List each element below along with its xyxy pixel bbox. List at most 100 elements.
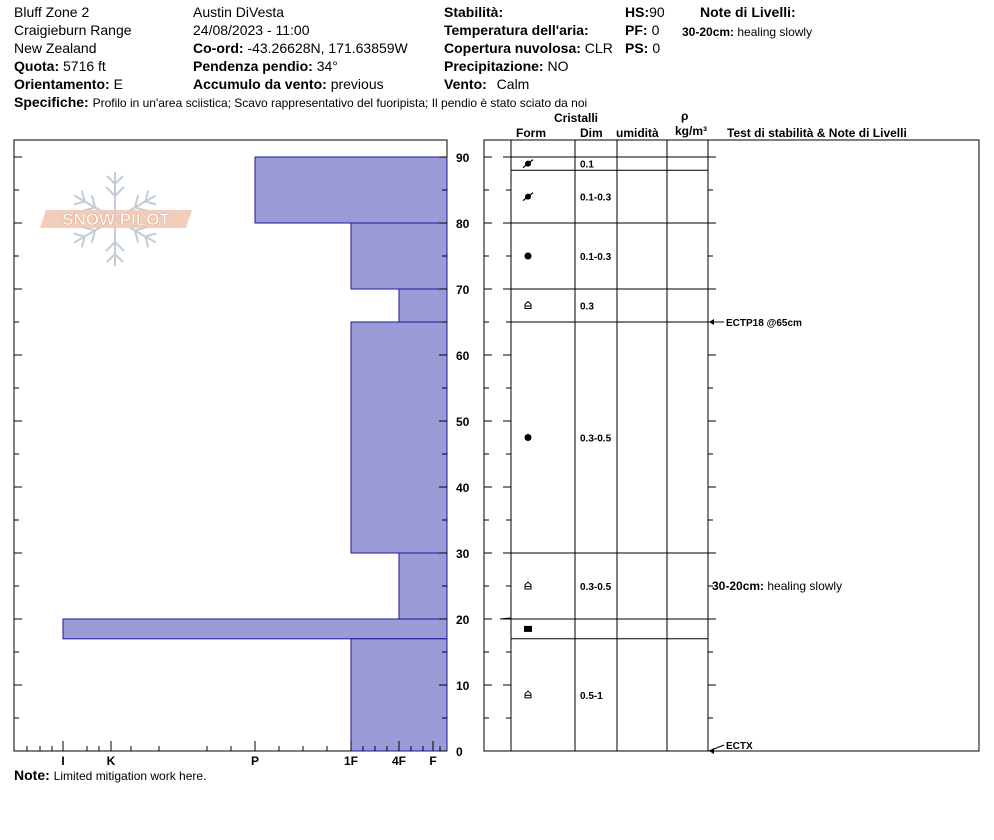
depth-tick-label: 90 bbox=[456, 151, 470, 165]
country-name: New Zealand bbox=[14, 40, 97, 56]
coord-label: Co-ord: bbox=[193, 40, 244, 56]
depth-hoar-icon bbox=[524, 581, 532, 590]
depth-hoar-icon bbox=[524, 690, 532, 699]
hs-label: HS: bbox=[625, 4, 650, 20]
temp-label: Temperatura dell'aria: bbox=[444, 22, 589, 38]
location-name: Bluff Zone 2 bbox=[14, 4, 90, 20]
pf-value: 0 bbox=[651, 22, 660, 38]
hardness-layer-bar bbox=[62, 618, 448, 640]
hardness-layer-bar bbox=[254, 156, 448, 224]
crystal-size-label: 0.3-0.5 bbox=[580, 434, 612, 445]
layer-note: 30-20cm: healing slowly bbox=[712, 579, 842, 593]
orientamento-field: Orientamento: E bbox=[14, 76, 123, 92]
pendenza-field: Pendenza pendio: 34° bbox=[193, 58, 338, 74]
depth-tick-label: 50 bbox=[456, 415, 470, 429]
coord-value: -43.26628N, 171.63859W bbox=[247, 40, 408, 56]
depth-tick-label: 80 bbox=[456, 217, 470, 231]
umidita-header: umidità bbox=[616, 126, 659, 140]
pendenza-label: Pendenza pendio: bbox=[193, 58, 313, 74]
copertura-field: Copertura nuvolosa: CLR bbox=[444, 40, 613, 56]
crystal-size-label: 0.5-1 bbox=[580, 691, 603, 702]
form-header: Form bbox=[516, 126, 546, 140]
note-livelli-entry: 30-20cm: healing slowly bbox=[682, 24, 812, 40]
hardness-layer-bar bbox=[350, 222, 448, 290]
crystal-boundary-connector bbox=[499, 617, 512, 620]
test-arrow-head bbox=[709, 748, 714, 754]
orientamento-label: Orientamento: bbox=[14, 76, 110, 92]
crystal-table-frame bbox=[483, 139, 980, 752]
accumulo-label: Accumulo da vento: bbox=[193, 76, 327, 92]
crystal-size-label: 0.3 bbox=[580, 302, 594, 313]
logo-text: SNOW PILOT bbox=[62, 210, 170, 229]
depth-tick-label: 20 bbox=[456, 613, 470, 627]
crystal-size-label: 0.1-0.3 bbox=[580, 193, 612, 204]
hardness-tick-label: I bbox=[61, 754, 64, 768]
precipitation-particles-stroke bbox=[522, 192, 534, 202]
hs-field: HS:90 bbox=[625, 4, 665, 20]
dim-header: Dim bbox=[580, 126, 603, 140]
snowpilot-logo: SNOW PILOT bbox=[40, 210, 192, 229]
test-header: Test di stabilità & Note di Livelli bbox=[727, 126, 907, 140]
density-unit-header: kg/m³ bbox=[675, 124, 708, 138]
pf-field: PF: 0 bbox=[625, 22, 659, 38]
hardness-tick-label: 4F bbox=[392, 754, 406, 768]
crystal-marks: 0.1 0.1-0.3 0.1-0.3 0.3 0.3-0.5 0.3-0.5 0.5-1 bbox=[522, 159, 612, 702]
layer-note-depth: 30-20cm: bbox=[712, 579, 767, 593]
rounded-grains-icon bbox=[524, 252, 532, 260]
hardness-tick-label: 1F bbox=[344, 754, 358, 768]
depth-tick-label: 70 bbox=[456, 283, 470, 297]
quota-value: 5716 ft bbox=[63, 58, 106, 74]
quota-label: Quota: bbox=[14, 58, 60, 74]
stability-tests: ECTP18 @65cm ECTX 30-20cm: healing slowly bbox=[708, 318, 842, 754]
hardness-tick-label: P bbox=[251, 754, 259, 768]
note-value: Limited mitigation work here. bbox=[53, 769, 207, 783]
note-livelli-label: Note di Livelli: bbox=[700, 4, 796, 20]
vento-field: Vento: Calm bbox=[444, 76, 529, 92]
vento-value: Calm bbox=[496, 76, 530, 92]
precipitazione-label: Precipitazione: bbox=[444, 58, 544, 74]
hardness-layer-bar bbox=[398, 552, 448, 620]
test-arrow-head bbox=[709, 319, 714, 325]
layer-note-text: healing slowly bbox=[767, 579, 842, 593]
precipitazione-value: NO bbox=[547, 58, 569, 74]
precipitation-particles-stroke bbox=[522, 159, 534, 169]
note-label: Note: bbox=[14, 767, 50, 783]
hardness-layer-bar bbox=[350, 638, 448, 752]
depth-tick-label: 10 bbox=[456, 679, 470, 693]
orientamento-value: E bbox=[113, 76, 123, 92]
quota-field: Quota: 5716 ft bbox=[14, 58, 106, 74]
test-label: ECTP18 @65cm bbox=[726, 318, 802, 329]
ps-value: 0 bbox=[652, 40, 661, 56]
rho-header: ρ bbox=[681, 109, 689, 123]
rounded-grains-icon bbox=[524, 434, 532, 441]
melt-freeze-crust-icon bbox=[524, 625, 532, 632]
depth-tick-label: 0 bbox=[456, 745, 463, 759]
hardness-layer-bar bbox=[398, 288, 448, 323]
accumulo-value: previous bbox=[330, 76, 384, 92]
coord-field: Co-ord: -43.26628N, 171.63859W bbox=[193, 40, 408, 56]
depth-axis: 0 10 20 30 40 50 60 70 80 90 bbox=[14, 151, 716, 759]
crystal-size-label: 0.3-0.5 bbox=[580, 582, 612, 593]
crystal-size-label: 0.1 bbox=[580, 160, 594, 171]
pendenza-value: 34° bbox=[316, 58, 338, 74]
hardness-tick-label: F bbox=[429, 754, 436, 768]
vento-label: Vento: bbox=[444, 76, 487, 92]
ps-label: PS: bbox=[625, 40, 649, 56]
depth-tick-label: 60 bbox=[456, 349, 470, 363]
crystal-size-label: 0.1-0.3 bbox=[580, 252, 612, 263]
test-label: ECTX bbox=[726, 741, 753, 752]
cristalli-header: Cristalli bbox=[554, 111, 599, 125]
accumulo-field: Accumulo da vento: previous bbox=[193, 76, 384, 92]
date-time: 24/08/2023 - 11:00 bbox=[193, 22, 310, 38]
hs-value: 90 bbox=[649, 4, 665, 20]
note-livelli-text: healing slowly bbox=[737, 25, 813, 39]
specifiche-field: Specifiche: Profilo in un'area sciistica… bbox=[14, 94, 587, 111]
observer-name: Austin DiVesta bbox=[193, 4, 285, 20]
note-livelli-depth: 30-20cm: bbox=[682, 25, 735, 39]
stabilita-label: Stabilità: bbox=[444, 4, 504, 20]
range-name: Craigieburn Range bbox=[14, 22, 132, 38]
hardness-tick-label: K bbox=[107, 754, 116, 768]
copertura-value: CLR bbox=[584, 40, 613, 56]
copertura-label: Copertura nuvolosa: bbox=[444, 40, 581, 56]
